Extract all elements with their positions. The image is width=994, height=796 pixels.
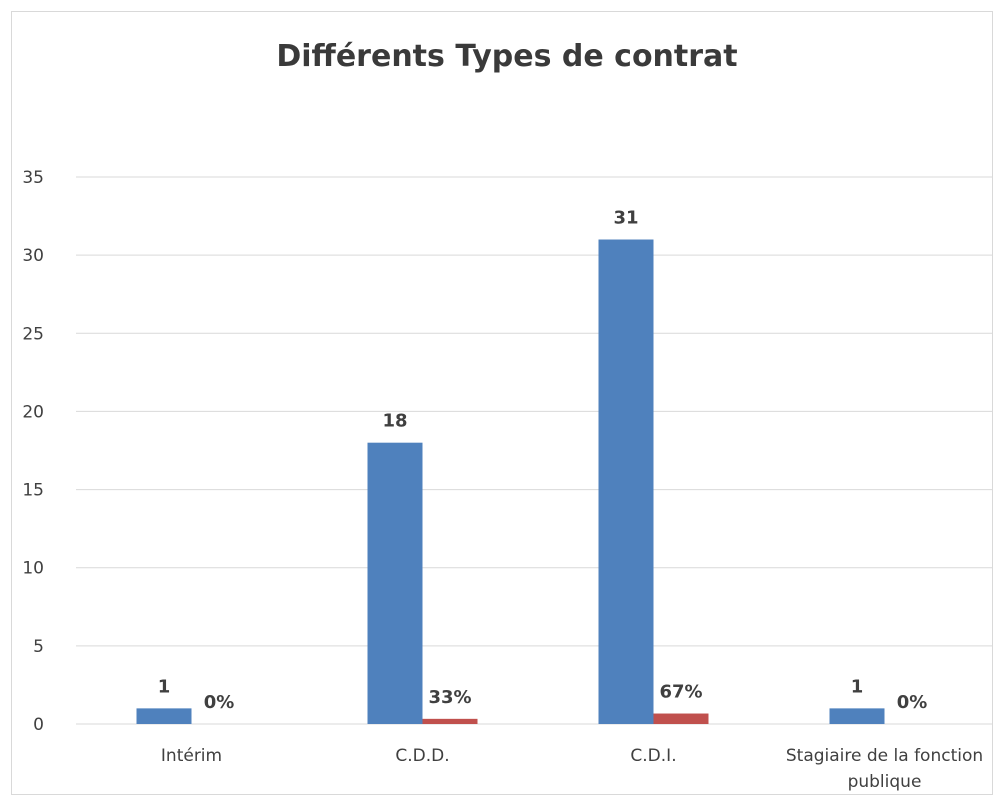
- y-tick-label: 10: [22, 559, 44, 579]
- x-category-line: publique: [848, 772, 922, 792]
- data-label-count: 31: [613, 208, 638, 229]
- bar-count-1: [367, 442, 423, 724]
- y-tick-label: 35: [22, 168, 44, 188]
- x-axis-categories: Intérim C.D.D. C.D.I. Stagiaire de la fonct…: [161, 746, 983, 792]
- y-tick-label: 15: [22, 481, 44, 501]
- x-category-label: Intérim: [161, 746, 222, 766]
- gridlines: [76, 176, 993, 725]
- data-label-share: 33%: [428, 687, 471, 708]
- data-label-share: 0%: [204, 692, 235, 713]
- bars: [136, 239, 885, 724]
- x-category-line: C.D.I.: [630, 746, 676, 766]
- y-tick-label: 0: [33, 715, 44, 735]
- y-axis-ticks: 0 5 10 15 20 25 30 35: [22, 168, 44, 735]
- bar-count-3: [829, 708, 885, 724]
- data-label-count: 1: [158, 676, 171, 697]
- x-category-label: C.D.D.: [395, 746, 449, 766]
- y-tick-label: 20: [22, 402, 44, 422]
- data-label-share: 67%: [659, 682, 702, 703]
- bar-share-1: [422, 718, 478, 724]
- x-category-label: Stagiaire de la fonction publique: [786, 746, 983, 792]
- data-label-count: 18: [382, 411, 407, 432]
- x-category-label: C.D.I.: [630, 746, 676, 766]
- bar-share-2: [653, 713, 709, 724]
- y-tick-label: 30: [22, 246, 44, 266]
- y-tick-label: 25: [22, 324, 44, 344]
- data-label-count: 1: [851, 676, 864, 697]
- chart-frame: [11, 11, 993, 795]
- bar-count-2: [598, 239, 654, 724]
- data-label-share: 0%: [897, 692, 928, 713]
- data-labels: 1 0% 18 33% 31 67% 1 0%: [158, 208, 928, 713]
- x-category-line: Stagiaire de la fonction: [786, 746, 983, 766]
- x-category-line: Intérim: [161, 746, 222, 766]
- bar-count-0: [136, 708, 192, 724]
- x-category-line: C.D.D.: [395, 746, 449, 766]
- y-tick-label: 5: [33, 637, 44, 657]
- chart-title: Différents Types de contrat: [276, 39, 737, 74]
